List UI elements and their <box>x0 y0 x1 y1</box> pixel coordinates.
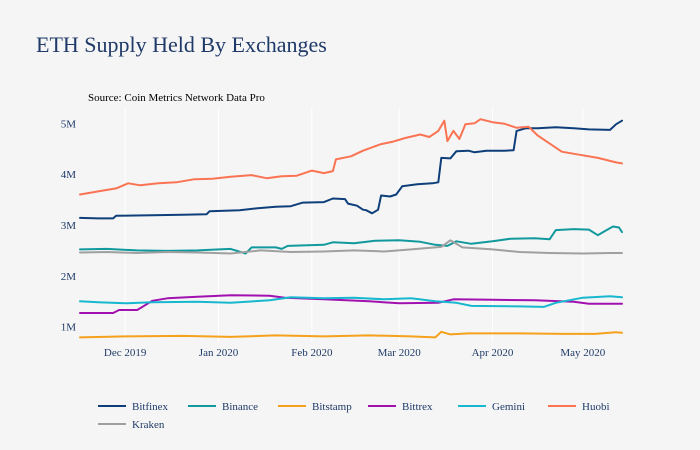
y-tick-label: 1M <box>61 322 77 334</box>
y-tick-label: 4M <box>61 169 77 181</box>
x-tick-label: Mar 2020 <box>378 347 422 359</box>
legend-item-gemini[interactable]: Gemini <box>458 401 525 413</box>
y-tick-label: 2M <box>61 271 77 283</box>
series-line-bitfinex <box>79 119 623 220</box>
chart-title: ETH Supply Held By Exchanges <box>36 32 327 57</box>
legend-item-bitfinex[interactable]: Bitfinex <box>98 401 169 413</box>
y-tick-label: 3M <box>61 220 77 232</box>
x-tick-label: Jan 2020 <box>199 347 239 359</box>
x-tick-label: Feb 2020 <box>291 347 333 359</box>
legend-label: Kraken <box>132 419 165 431</box>
legend-label: Gemini <box>492 401 525 413</box>
series-line-huobi <box>79 118 623 196</box>
y-axis-ticks: 1M 2M 3M 4M 5M <box>61 118 77 333</box>
series-line-kraken <box>79 239 623 255</box>
y-tick-label: 5M <box>61 118 77 130</box>
series-line-binance <box>79 225 623 255</box>
legend-label: Binance <box>222 401 258 413</box>
legend-label: Bitfinex <box>132 401 169 413</box>
legend-label: Bittrex <box>402 401 433 413</box>
legend-item-huobi[interactable]: Huobi <box>548 401 610 413</box>
x-tick-label: May 2020 <box>560 347 605 359</box>
series-lines <box>79 118 623 339</box>
legend-item-bittrex[interactable]: Bittrex <box>368 401 433 413</box>
x-tick-label: Apr 2020 <box>472 347 514 359</box>
series-line-bitstamp <box>79 330 623 339</box>
x-tick-label: Dec 2019 <box>104 347 147 359</box>
chart-source-annotation: Source: Coin Metrics Network Data Pro <box>88 92 265 104</box>
legend-item-bitstamp[interactable]: Bitstamp <box>278 401 352 413</box>
legend-item-kraken[interactable]: Kraken <box>98 419 165 431</box>
legend-label: Huobi <box>582 401 610 413</box>
x-axis-ticks: Dec 2019 Jan 2020 Feb 2020 Mar 2020 Apr 2020… <box>104 347 606 359</box>
series-line-gemini <box>79 295 623 308</box>
legend-item-binance[interactable]: Binance <box>188 401 258 413</box>
legend-label: Bitstamp <box>312 401 352 413</box>
legend: Bitfinex Binance Bitstamp Bittrex Gemini Huob… <box>98 401 610 431</box>
